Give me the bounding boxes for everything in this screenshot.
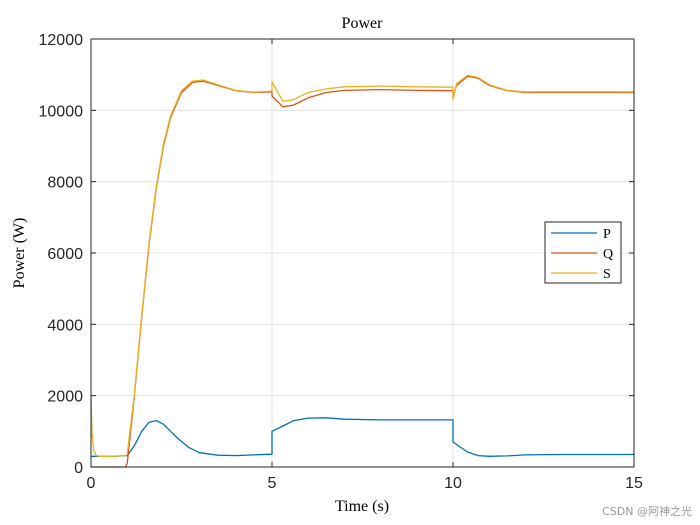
- x-tick-label: 0: [87, 475, 96, 492]
- watermark: CSDN @阿神之光: [602, 505, 692, 518]
- y-tick-label: 2000: [47, 389, 83, 406]
- legend: PQS: [544, 221, 622, 284]
- ticks: [90, 38, 635, 468]
- chart-title: Power: [342, 15, 384, 32]
- y-tick-label: 6000: [47, 246, 83, 263]
- x-axis-label: Time (s): [335, 498, 389, 515]
- x-tick-label: 10: [444, 475, 462, 492]
- legend-label-q: Q: [603, 247, 613, 262]
- y-tick-label: 10000: [39, 103, 84, 120]
- series-line-p: [91, 417, 634, 457]
- y-tick-label: 0: [74, 460, 83, 477]
- y-tick-label: 4000: [47, 317, 83, 334]
- x-tick-label: 5: [268, 475, 277, 492]
- y-axis-label: Power (W): [11, 218, 28, 289]
- grid: [91, 39, 634, 467]
- tick-labels: 0 5 10 15 0 2000 4000 6000 8000 10000 12000: [39, 32, 644, 492]
- x-tick-label: 15: [625, 475, 643, 492]
- series-lines: [90, 74, 634, 468]
- series-line-s: [90, 74, 634, 457]
- legend-label-p: P: [603, 227, 611, 242]
- legend-label-s: S: [603, 267, 611, 282]
- y-tick-label: 8000: [47, 175, 83, 192]
- y-tick-label: 12000: [39, 32, 84, 49]
